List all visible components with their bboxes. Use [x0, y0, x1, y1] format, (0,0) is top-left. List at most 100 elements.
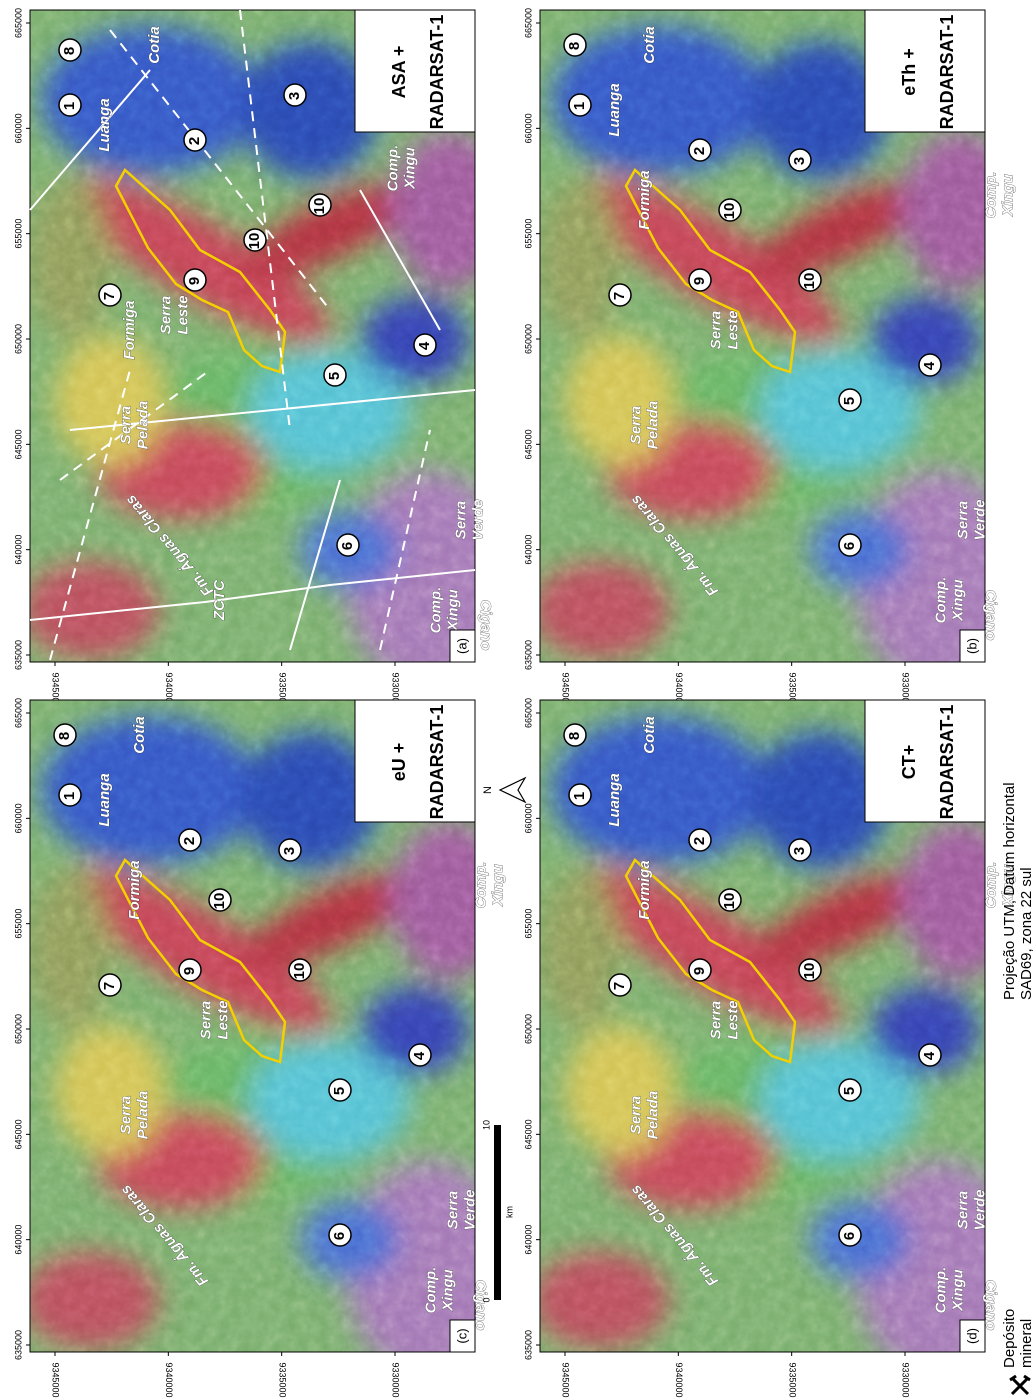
place-label: Serra [707, 311, 724, 349]
site-number: 6 [841, 1232, 858, 1240]
place-label: Leste [724, 1000, 741, 1039]
site-number: 10 [291, 963, 308, 980]
site-number: 10 [721, 203, 738, 220]
place-label: Pelada [134, 401, 151, 449]
site-number: 6 [339, 542, 356, 550]
legend-text: mineral [1018, 1319, 1034, 1368]
site-number: 10 [246, 233, 263, 250]
site-number: 8 [566, 732, 583, 740]
northing-label: 9330000 [391, 1362, 401, 1397]
place-label: Pelada [644, 1091, 661, 1139]
place-label: Comp. [932, 1267, 949, 1314]
place-label: Formiga [636, 170, 653, 229]
place-label: Xingu [949, 579, 966, 622]
place-label: Xingu [999, 174, 1016, 217]
easting-label: 640000 [523, 1225, 533, 1255]
site-number: 10 [801, 963, 818, 980]
figure: CiganoZCTCFm. Águas ClarasSerraPeladaFor… [0, 0, 1034, 1398]
site-number: 1 [571, 792, 588, 800]
northing-label: 9335000 [787, 1362, 797, 1397]
site-number: 2 [186, 137, 203, 145]
panel-title: RADARSAT-1 [427, 705, 447, 820]
place-label: Xingu [949, 1269, 966, 1312]
projection-note: SAD69, zona 22 sul [1018, 867, 1034, 1000]
map-panel: CiganoFm. Águas ClarasSerraPeladaFormiga… [523, 698, 1025, 1398]
scale-end: 10 [481, 1120, 491, 1130]
place-label: Serra [707, 1001, 724, 1039]
place-label: Leste [174, 295, 191, 334]
northing-label: 9330000 [901, 1362, 911, 1397]
place-label: Comp. [982, 862, 999, 909]
place-label: Cotia [146, 26, 163, 64]
site-number: 7 [101, 982, 118, 990]
northing-label: 9335000 [277, 1362, 287, 1397]
site-number: 7 [611, 292, 628, 300]
easting-label: 665000 [523, 8, 533, 38]
place-label: Comp. [384, 145, 401, 192]
place-label: Comp. [427, 587, 444, 634]
site-number: 5 [331, 1087, 348, 1095]
place-label: Luanga [606, 83, 623, 136]
easting-label: 660000 [523, 113, 533, 143]
easting-label: 650000 [13, 324, 23, 354]
site-number: 4 [416, 341, 433, 350]
easting-label: 645000 [523, 1119, 533, 1149]
panel-title: RADARSAT-1 [937, 15, 957, 130]
site-number: 7 [611, 982, 628, 990]
place-label: Serra [954, 501, 971, 539]
place-label: Serra [117, 406, 134, 444]
site-number: 9 [186, 277, 203, 285]
panel-title: eTh + [899, 48, 919, 96]
place-label: Cotia [641, 26, 658, 64]
map-panel: CiganoFm. Águas ClarasSerraPeladaFormiga… [523, 8, 1025, 708]
site-number: 6 [331, 1232, 348, 1240]
place-label: Leste [724, 310, 741, 349]
site-number: 5 [841, 397, 858, 405]
easting-label: 665000 [523, 698, 533, 728]
place-label: Comp. [422, 1267, 439, 1314]
place-label: Verde [971, 499, 988, 540]
easting-label: 635000 [523, 1330, 533, 1360]
place-label: Serra [627, 1096, 644, 1134]
place-label: Serra [444, 1191, 461, 1229]
legend-text: Depósito [1001, 1309, 1018, 1368]
easting-label: 645000 [13, 1119, 23, 1149]
deposit-symbol [1010, 1376, 1030, 1394]
site-number: 6 [841, 542, 858, 550]
easting-label: 655000 [13, 909, 23, 939]
place-label: Verde [469, 499, 486, 540]
place-label: Serra [954, 1191, 971, 1229]
scale-start: 0 [481, 1297, 491, 1302]
site-number: 9 [691, 277, 708, 285]
easting-label: 655000 [523, 219, 533, 249]
place-label: Formiga [636, 860, 653, 919]
place-label: Serra [197, 1001, 214, 1039]
place-label: Comp. [472, 862, 489, 909]
northing-label: 9345000 [561, 1362, 571, 1397]
panel-title: RADARSAT-1 [937, 705, 957, 820]
easting-label: 640000 [523, 535, 533, 565]
panel-tag: (b) [964, 638, 979, 654]
place-label: Xingu [401, 147, 418, 190]
title-box [355, 10, 475, 132]
site-number: 7 [101, 292, 118, 300]
site-number: 10 [801, 273, 818, 290]
easting-label: 650000 [13, 1014, 23, 1044]
site-number: 4 [411, 1051, 428, 1060]
title-box [865, 10, 985, 132]
northing-label: 9345000 [51, 1362, 61, 1397]
place-label: Cigano [477, 600, 494, 651]
site-number: 1 [61, 102, 78, 110]
place-label: Verde [971, 1189, 988, 1230]
place-label: Xingu [444, 589, 461, 632]
site-number: 10 [311, 198, 328, 215]
site-number: 2 [181, 837, 198, 845]
site-number: 8 [566, 42, 583, 50]
place-label: Xingu [489, 864, 506, 907]
easting-label: 660000 [13, 113, 23, 143]
easting-label: 660000 [523, 803, 533, 833]
place-label: Cotia [641, 716, 658, 754]
site-number: 9 [181, 967, 198, 975]
